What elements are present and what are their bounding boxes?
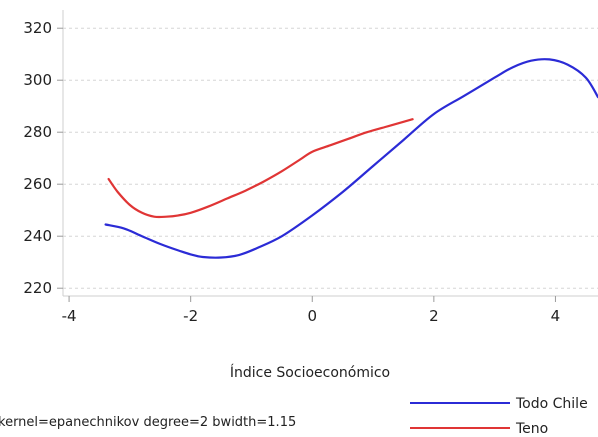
smoothing-note: kernel=epanechnikov degree=2 bwidth=1.15 <box>0 415 296 430</box>
y-tick-label: 220 <box>23 279 52 297</box>
series-lines <box>104 58 598 259</box>
x-tick-label: -4 <box>62 307 77 325</box>
y-tick-label: 320 <box>23 19 52 37</box>
y-tick-label: 280 <box>23 123 52 141</box>
ticks: 220 240 260 280 300 320 -4 -2 0 2 4 <box>23 19 560 325</box>
axes <box>62 10 598 297</box>
x-axis-title: Índice Socioeconómico <box>230 364 390 381</box>
x-tick-label: 0 <box>307 307 317 325</box>
series-line-todo-chile <box>104 58 598 259</box>
legend-label-todo-chile: Todo Chile <box>515 396 588 412</box>
legend-label-teno: Teno <box>515 421 548 437</box>
x-tick-label: -2 <box>183 307 198 325</box>
x-tick-label: 2 <box>429 307 439 325</box>
legend: Todo Chile Teno <box>410 396 588 437</box>
x-tick-label: 4 <box>551 307 561 325</box>
y-tick-label: 260 <box>23 175 52 193</box>
y-tick-label: 300 <box>23 71 52 89</box>
series-line-teno <box>107 118 414 219</box>
gridlines <box>63 27 598 289</box>
y-tick-label: 240 <box>23 227 52 245</box>
